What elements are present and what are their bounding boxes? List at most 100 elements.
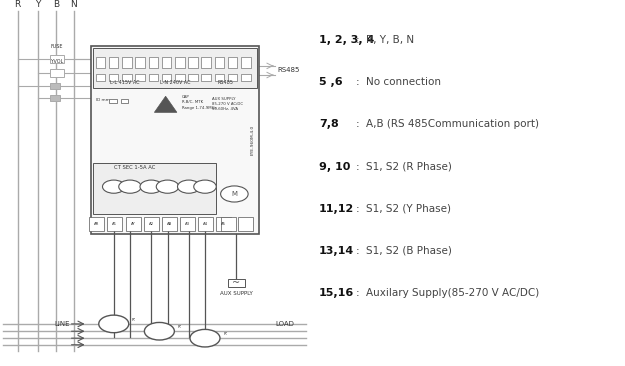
Text: A2: A2 bbox=[149, 222, 154, 226]
Text: AUX SUPPLY
85-270 V AC/DC
50-60Hz, 4VA: AUX SUPPLY 85-270 V AC/DC 50-60Hz, 4VA bbox=[213, 97, 244, 111]
Text: L-L 415V AC: L-L 415V AC bbox=[110, 80, 140, 85]
FancyBboxPatch shape bbox=[215, 74, 224, 81]
Text: N: N bbox=[71, 0, 77, 9]
Text: R: R bbox=[14, 0, 21, 9]
Text: ~: ~ bbox=[232, 278, 240, 288]
Text: No connection: No connection bbox=[366, 77, 441, 87]
Text: :: : bbox=[356, 119, 360, 130]
Circle shape bbox=[144, 322, 174, 340]
Text: CT SEC 1-5A AC: CT SEC 1-5A AC bbox=[114, 165, 155, 170]
Text: :: : bbox=[356, 246, 360, 256]
FancyBboxPatch shape bbox=[162, 217, 177, 231]
FancyBboxPatch shape bbox=[50, 95, 60, 101]
FancyBboxPatch shape bbox=[93, 163, 216, 214]
Text: M: M bbox=[231, 191, 238, 197]
Text: :: : bbox=[356, 203, 360, 214]
Text: :: : bbox=[356, 288, 360, 298]
Text: FUSE: FUSE bbox=[51, 44, 63, 49]
Text: 9, 10: 9, 10 bbox=[319, 161, 350, 172]
Text: 1, 2, 3, 4: 1, 2, 3, 4 bbox=[319, 35, 374, 45]
FancyBboxPatch shape bbox=[162, 57, 171, 68]
Text: B: B bbox=[53, 0, 59, 9]
Text: AY: AY bbox=[131, 222, 136, 226]
Text: S1, S2 (Y Phase): S1, S2 (Y Phase) bbox=[366, 203, 451, 214]
Circle shape bbox=[177, 180, 200, 193]
FancyBboxPatch shape bbox=[89, 217, 104, 231]
Text: EYE-960M-4.0: EYE-960M-4.0 bbox=[251, 125, 255, 155]
Text: A1: A1 bbox=[112, 222, 118, 226]
FancyBboxPatch shape bbox=[50, 83, 60, 89]
FancyBboxPatch shape bbox=[107, 217, 122, 231]
Text: CAP
R.B/C, MTK
Range 1-74-9MUs: CAP R.B/C, MTK Range 1-74-9MUs bbox=[182, 95, 216, 109]
FancyBboxPatch shape bbox=[91, 46, 259, 234]
Text: :: : bbox=[356, 35, 360, 45]
Text: :: : bbox=[356, 161, 360, 172]
FancyBboxPatch shape bbox=[162, 74, 171, 81]
Text: Y: Y bbox=[35, 0, 40, 9]
Text: :: : bbox=[356, 77, 360, 87]
FancyBboxPatch shape bbox=[175, 74, 184, 81]
Polygon shape bbox=[154, 96, 177, 112]
FancyBboxPatch shape bbox=[122, 57, 132, 68]
Text: AR: AR bbox=[94, 222, 99, 226]
Text: R¹: R¹ bbox=[177, 325, 182, 329]
FancyBboxPatch shape bbox=[93, 48, 257, 88]
Text: A3: A3 bbox=[185, 222, 190, 226]
Circle shape bbox=[119, 180, 141, 193]
Text: L-N 240V AC: L-N 240V AC bbox=[160, 80, 190, 85]
Text: Auxilary Supply(85-270 V AC/DC): Auxilary Supply(85-270 V AC/DC) bbox=[366, 288, 539, 298]
Circle shape bbox=[194, 180, 216, 193]
Text: 5 ,6: 5 ,6 bbox=[319, 77, 342, 87]
FancyBboxPatch shape bbox=[135, 57, 145, 68]
Text: R, Y, B, N: R, Y, B, N bbox=[366, 35, 414, 45]
FancyBboxPatch shape bbox=[96, 57, 105, 68]
Circle shape bbox=[140, 180, 162, 193]
FancyBboxPatch shape bbox=[149, 57, 158, 68]
FancyBboxPatch shape bbox=[201, 74, 211, 81]
Text: AUX SUPPLY: AUX SUPPLY bbox=[220, 291, 253, 296]
FancyBboxPatch shape bbox=[109, 99, 117, 103]
Text: R¹: R¹ bbox=[132, 318, 136, 322]
Circle shape bbox=[156, 180, 179, 193]
Text: Y.VOL: Y.VOL bbox=[50, 59, 64, 64]
Text: RS485: RS485 bbox=[278, 67, 300, 74]
Text: ID mm ___: ID mm ___ bbox=[96, 97, 117, 101]
FancyBboxPatch shape bbox=[121, 99, 128, 103]
FancyBboxPatch shape bbox=[126, 217, 141, 231]
Text: AB: AB bbox=[167, 222, 172, 226]
FancyBboxPatch shape bbox=[135, 74, 145, 81]
FancyBboxPatch shape bbox=[198, 217, 213, 231]
FancyBboxPatch shape bbox=[215, 57, 224, 68]
Text: 7,8: 7,8 bbox=[319, 119, 339, 130]
Text: R¹: R¹ bbox=[223, 332, 228, 336]
Text: A5: A5 bbox=[221, 222, 226, 226]
FancyBboxPatch shape bbox=[241, 74, 251, 81]
FancyBboxPatch shape bbox=[221, 217, 236, 231]
Text: 13,14: 13,14 bbox=[319, 246, 354, 256]
Text: S1, S2 (R Phase): S1, S2 (R Phase) bbox=[366, 161, 451, 172]
Text: A,B (RS 485Communication port): A,B (RS 485Communication port) bbox=[366, 119, 539, 130]
FancyBboxPatch shape bbox=[238, 217, 252, 231]
FancyBboxPatch shape bbox=[109, 74, 118, 81]
FancyBboxPatch shape bbox=[241, 57, 251, 68]
Text: LOAD: LOAD bbox=[275, 321, 294, 327]
Circle shape bbox=[99, 315, 129, 333]
FancyBboxPatch shape bbox=[228, 279, 245, 287]
Circle shape bbox=[102, 180, 125, 193]
FancyBboxPatch shape bbox=[180, 217, 195, 231]
FancyBboxPatch shape bbox=[50, 69, 64, 77]
FancyBboxPatch shape bbox=[188, 74, 198, 81]
FancyBboxPatch shape bbox=[50, 55, 64, 63]
Text: S1, S2 (B Phase): S1, S2 (B Phase) bbox=[366, 246, 451, 256]
FancyBboxPatch shape bbox=[109, 57, 118, 68]
Circle shape bbox=[190, 329, 220, 347]
Text: A4: A4 bbox=[203, 222, 208, 226]
Text: RS485: RS485 bbox=[217, 80, 233, 85]
FancyBboxPatch shape bbox=[201, 57, 211, 68]
Circle shape bbox=[221, 186, 248, 202]
Text: LINE: LINE bbox=[55, 321, 70, 327]
FancyBboxPatch shape bbox=[188, 57, 198, 68]
FancyBboxPatch shape bbox=[149, 74, 158, 81]
FancyBboxPatch shape bbox=[122, 74, 132, 81]
FancyBboxPatch shape bbox=[228, 57, 238, 68]
